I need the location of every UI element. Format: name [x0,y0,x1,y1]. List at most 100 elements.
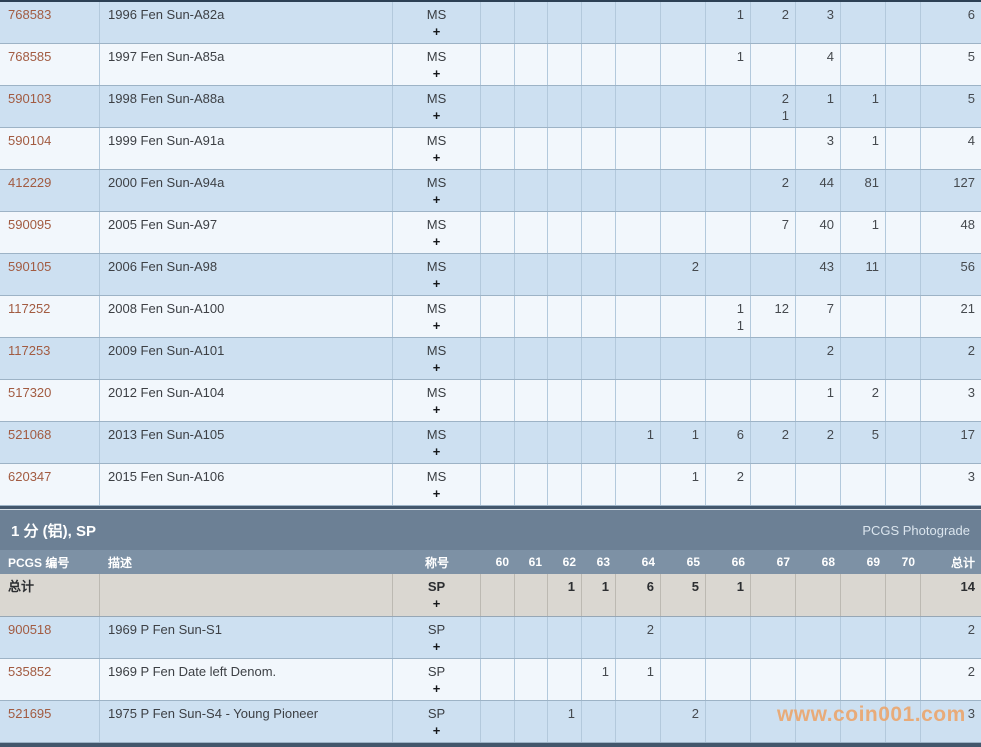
total-cell: 5 [921,44,981,85]
table-row: 620347 2015 Fen Sun-A106 MS +1 2 3 [0,464,981,506]
grade-value [892,216,914,233]
grade-column-header-60: 60 [495,555,509,569]
description-cell: 2015 Fen Sun-A106 [100,464,393,505]
grade-value [622,174,654,191]
grade-value: 1 [601,579,609,594]
total-cell: 56 [921,254,981,295]
grade-cell-65 [661,296,706,337]
grade-value [588,621,609,638]
pcgs-number-text: 620347 [8,469,52,484]
grade-cell-68: 7 [796,296,841,337]
pcgs-number-link[interactable]: 117252 [0,296,100,337]
grade-value [757,342,789,359]
top-border [0,0,981,2]
grade-value: 1 [826,385,834,400]
grade-cell-64: 6 [616,574,661,616]
pcgs-number-link[interactable]: 590104 [0,128,100,169]
grade-value: 1 [736,49,744,64]
grade-value [712,621,744,638]
grade-cell-63 [582,128,616,169]
grade-cell-61 [515,659,548,700]
pcgs-number-link[interactable]: 412229 [0,170,100,211]
grade-cell-67 [751,338,796,379]
pcgs-number-text: 517320 [8,385,52,400]
designation-cell: MS + [393,464,481,505]
grade-value: 1 [736,579,744,594]
designation-column-header: 称号 [424,555,449,570]
plus-designation-label: + [432,402,441,417]
description-cell: 1997 Fen Sun-A85a [100,44,393,85]
grade-value [712,216,744,233]
grade-value [622,6,654,23]
table-row: 590104 1999 Fen Sun-A91a MS +3 1 4 [0,128,981,170]
grade-cell-61 [515,422,548,463]
grade-cell-66: 1 [706,574,751,616]
grade-value [521,90,541,107]
grade-value [667,300,699,317]
designation-cell: MS + [393,128,481,169]
grade-cell-60 [481,212,515,253]
grade-cell-61 [515,254,548,295]
grade-value [847,342,879,359]
pcgs-number-link[interactable]: 900518 [0,617,100,658]
grade-cell-66 [706,617,751,658]
grade-value [847,621,879,638]
designation-cell: MS + [393,2,481,43]
pcgs-number-link[interactable]: 768585 [0,44,100,85]
pcgs-number-link[interactable]: 590105 [0,254,100,295]
pcgs-number-text: 590095 [8,217,52,232]
grade-cell-65 [661,338,706,379]
grade-value [892,621,914,638]
designation-label: SP [427,579,446,594]
designation-cell: SP + [393,617,481,658]
grade-cell-64 [616,44,661,85]
grade-value: 1 [567,706,575,721]
description-text: 2009 Fen Sun-A101 [108,343,225,358]
grade-value [622,384,654,401]
grade-cell-70 [886,86,921,127]
grade-cell-65: 2 [661,701,706,742]
pcgs-number-link[interactable]: 117253 [0,338,100,379]
grade-cell-68: 3 [796,2,841,43]
grade-cell-60 [481,254,515,295]
table-row: 总计 SP +1 1 6 5 1 14 [0,574,981,617]
grade-value: 7 [826,301,834,316]
grade-value [622,48,654,65]
designation-label: MS [426,91,447,106]
designation-label: MS [426,385,447,400]
grade-value [622,300,654,317]
pcgs-number-link[interactable]: 590095 [0,212,100,253]
description-cell: 1969 P Fen Sun-S1 [100,617,393,658]
pcgs-number-link[interactable]: 620347 [0,464,100,505]
grade-cell-61 [515,380,548,421]
grade-value [757,384,789,401]
pcgs-number-link[interactable]: 535852 [0,659,100,700]
grade-cell-67: 2 [751,422,796,463]
designation-cell: MS + [393,86,481,127]
grade-value: 2 [781,427,789,442]
grade-cell-62 [548,44,582,85]
grade-cell-65 [661,44,706,85]
grade-cell-66 [706,212,751,253]
grade-cell-63 [582,44,616,85]
description-cell: 1999 Fen Sun-A91a [100,128,393,169]
grade-value [487,258,508,275]
grade-value [892,578,914,595]
grade-value: 2 [691,706,699,721]
grade-cell-60 [481,2,515,43]
photograde-link[interactable]: PCGS Photograde [862,522,970,538]
grade-value: 2 [736,469,744,484]
pcgs-number-link[interactable]: 521695 [0,701,100,742]
grade-cell-66: 1 [706,44,751,85]
pcgs-number-link[interactable]: 768583 [0,2,100,43]
grade-cell-65 [661,86,706,127]
pcgs-number-link[interactable]: 521068 [0,422,100,463]
total-value: 3 [967,385,975,400]
grade-value: 3 [826,133,834,148]
designation-cell: MS + [393,380,481,421]
pcgs-number-link[interactable]: 590103 [0,86,100,127]
grade-cell-63 [582,86,616,127]
pcgs-number-link[interactable]: 517320 [0,380,100,421]
grade-value [757,468,789,485]
grade-cell-60 [481,422,515,463]
